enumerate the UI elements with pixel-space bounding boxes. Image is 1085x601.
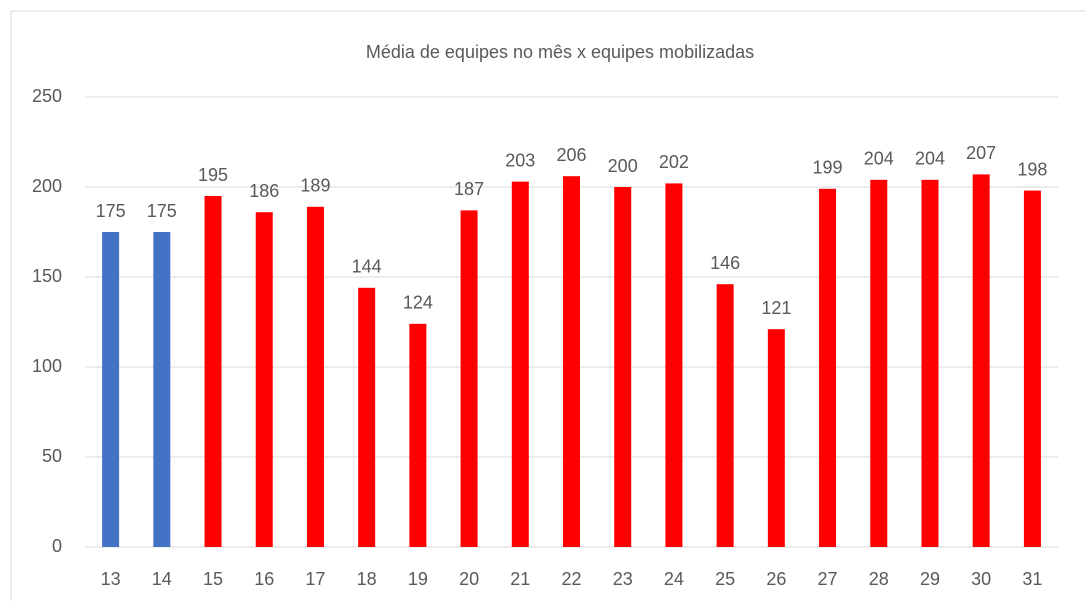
x-tick-label: 18: [357, 569, 377, 589]
bar: [409, 323, 427, 547]
x-tick-label: 22: [561, 569, 581, 589]
x-tick-label: 26: [766, 569, 786, 589]
x-tick-label: 13: [101, 569, 121, 589]
x-tick-label: 24: [664, 569, 684, 589]
data-label: 206: [556, 145, 586, 165]
data-label: 199: [813, 158, 843, 178]
bar: [102, 232, 120, 547]
bar: [563, 176, 580, 547]
data-label: 204: [915, 149, 945, 169]
bar: [153, 232, 171, 547]
chart-title: Média de equipes no mês x equipes mobili…: [366, 42, 754, 62]
x-tick-label: 14: [152, 569, 172, 589]
bar: [921, 179, 939, 548]
data-label: 189: [300, 176, 330, 196]
x-tick-label: 15: [203, 569, 223, 589]
data-label: 207: [966, 143, 996, 163]
data-label: 175: [147, 201, 177, 221]
bar: [716, 284, 734, 547]
bar: [511, 181, 529, 547]
y-tick-label: 100: [32, 356, 62, 376]
data-label: 203: [505, 150, 535, 170]
x-tick-label: 31: [1022, 569, 1042, 589]
data-label: 175: [96, 201, 126, 221]
bar: [204, 196, 222, 547]
bar: [972, 174, 990, 547]
bar: [306, 206, 324, 548]
bar: [1023, 190, 1041, 547]
x-tick-label: 29: [920, 569, 940, 589]
bar: [819, 188, 837, 548]
y-tick-label: 200: [32, 176, 62, 196]
data-label: 146: [710, 253, 740, 273]
bar: [255, 212, 273, 547]
x-tick-label: 25: [715, 569, 735, 589]
x-tick-label: 30: [971, 569, 991, 589]
x-tick-label: 19: [408, 569, 428, 589]
data-label: 186: [249, 181, 279, 201]
y-tick-label: 150: [32, 266, 62, 286]
data-label: 204: [864, 149, 894, 169]
x-tick-label: 27: [818, 569, 838, 589]
bar: [870, 179, 888, 548]
chart-frame: [10, 10, 1085, 601]
bar: [665, 183, 683, 547]
y-tick-label: 0: [52, 536, 62, 556]
data-label: 200: [608, 156, 638, 176]
data-label: 124: [403, 293, 433, 313]
x-tick-label: 28: [869, 569, 889, 589]
x-tick-label: 20: [459, 569, 479, 589]
y-tick-label: 50: [42, 446, 62, 466]
bar: [460, 210, 478, 547]
x-tick-label: 21: [510, 569, 530, 589]
x-tick-label: 17: [305, 569, 325, 589]
bar: [767, 329, 785, 547]
bar: [358, 287, 376, 547]
bar: [614, 187, 632, 547]
data-label: 144: [352, 257, 382, 277]
data-label: 202: [659, 152, 689, 172]
data-label: 198: [1017, 159, 1047, 179]
data-label: 187: [454, 179, 484, 199]
data-label: 121: [761, 298, 791, 318]
x-tick-label: 16: [254, 569, 274, 589]
x-tick-label: 23: [613, 569, 633, 589]
y-tick-label: 250: [32, 86, 62, 106]
data-label: 195: [198, 165, 228, 185]
